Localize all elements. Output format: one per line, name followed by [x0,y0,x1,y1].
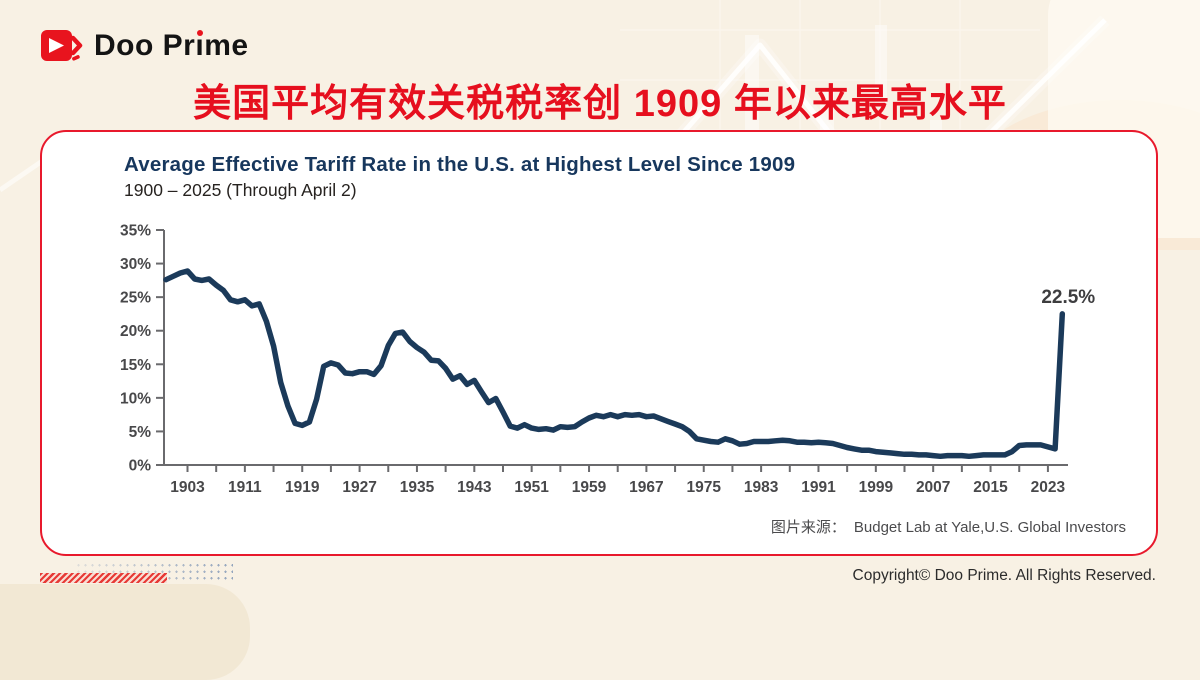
hatched-bar-decoration [40,573,167,583]
x-tick-label: 1999 [859,479,894,496]
tariff-chart-svg: 0% 5% 10% 15% 20% 25% 30% 35% 1903 1911 1919 1927 19… [120,223,1095,497]
chart-subtitle: 1900 – 2025 (Through April 2) [124,180,357,200]
x-tick-label: 1911 [228,479,262,496]
logo-text-i: ı [195,29,205,62]
chart-axes [163,230,1068,466]
x-tick-label: 1951 [514,479,549,496]
tariff-rate-line [163,268,1066,460]
x-tick-label: 2007 [916,479,950,496]
x-tick-label: 1991 [801,479,836,496]
x-tick-label: 1927 [342,479,376,496]
source-label: 图片来源： [770,519,846,536]
x-tick-label: 1967 [629,479,663,496]
logo-text-part2: me [204,29,249,62]
x-tick-label: 1903 [170,479,205,496]
y-tick-label: 10% [120,390,151,407]
y-tick-label: 15% [120,357,151,374]
bottom-left-corner-shape [0,584,250,680]
chart-card: 0% 5% 10% 15% 20% 25% 30% 35% 1903 1911 1919 1927 19… [40,130,1158,556]
copyright-text: Copyright© Doo Prime. All Rights Reserve… [852,567,1156,584]
y-tick-label: 30% [120,256,151,273]
y-tick-label: 5% [129,424,152,441]
source-line: 图片来源： Budget Lab at Yale,U.S. Global Inve… [771,516,1126,537]
x-tick-label: 2015 [973,479,1008,496]
y-tick-label: 25% [120,290,151,307]
logo-text: Doo Prıme [94,29,249,63]
x-tick-label: 1959 [572,479,607,496]
x-tick-label: 1983 [744,479,779,496]
logo-text-part1: Doo Pr [94,29,196,62]
peak-annotation: 22.5% [1041,287,1095,308]
page: Doo Prıme 美国平均有效关税税率创 1909 年以来最高水平 0% 5% 1… [0,0,1200,628]
x-tick-label: 1943 [457,479,492,496]
x-tick-label: 1919 [285,479,320,496]
x-tick-label: 1975 [687,479,722,496]
x-tick-label: 1935 [400,479,435,496]
x-tick-label: 2023 [1031,479,1066,496]
doo-prime-logo-icon [41,30,83,61]
banner-title: 美国平均有效关税税率创 1909 年以来最高水平 [193,83,1007,125]
y-tick-label: 0% [129,458,152,475]
doo-prime-logo: Doo Prıme [40,26,249,66]
y-tick-label: 20% [120,323,151,340]
chart-title: Average Effective Tariff Rate in the U.S… [124,153,796,176]
source-text: Budget Lab at Yale,U.S. Global Investors [853,519,1126,536]
y-tick-label: 35% [120,223,151,240]
